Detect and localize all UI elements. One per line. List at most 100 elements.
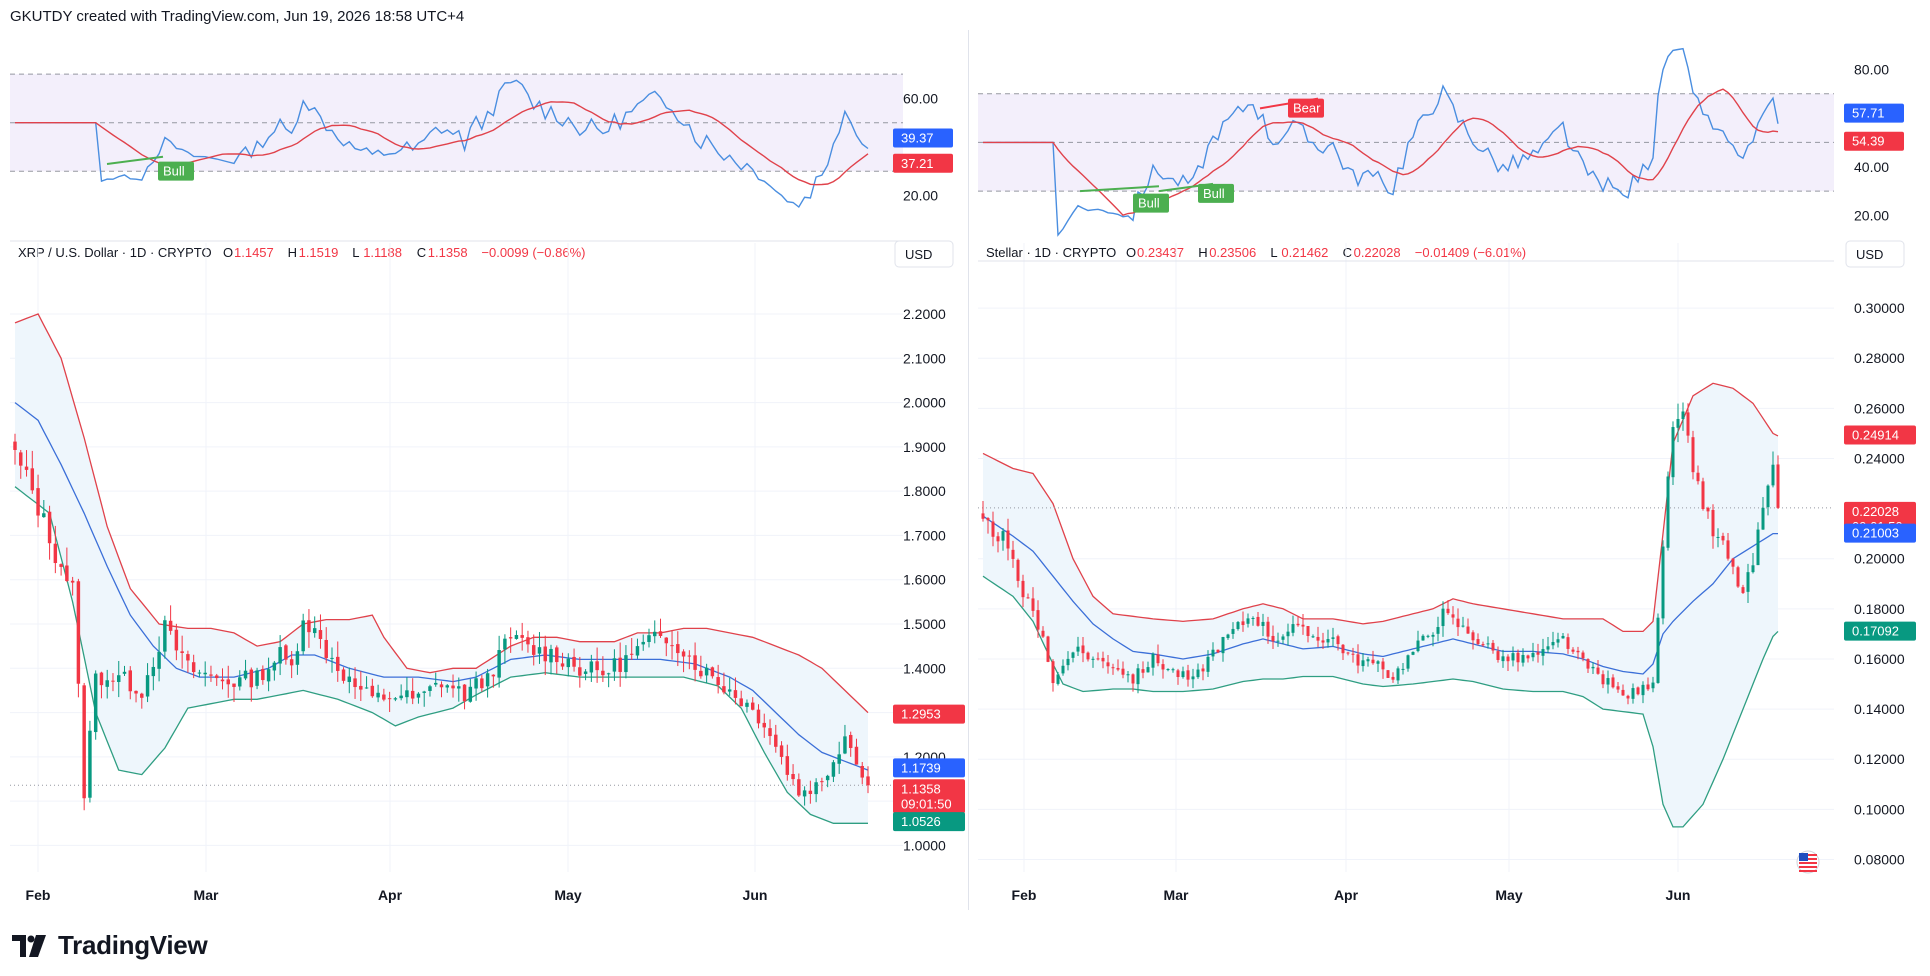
candle-body — [503, 638, 507, 650]
candle-body — [1596, 667, 1600, 674]
candle-body — [1616, 686, 1620, 690]
candle — [797, 773, 801, 797]
candle — [1161, 659, 1165, 679]
bollinger-upper-line — [982, 382, 1779, 633]
candle — [1686, 403, 1690, 443]
candle-body — [1711, 509, 1715, 537]
candle — [330, 647, 334, 673]
candle-body — [1261, 621, 1265, 626]
candle — [318, 614, 323, 649]
candle — [1076, 636, 1080, 656]
candle — [174, 623, 179, 661]
candle-body — [42, 513, 46, 518]
candle-body — [445, 685, 449, 688]
candle-body — [364, 687, 369, 689]
candle-body — [1761, 507, 1765, 530]
candle — [670, 630, 674, 660]
candle — [733, 677, 738, 705]
rsi-ma-line — [15, 101, 869, 186]
candle — [1406, 654, 1410, 672]
candle-body — [543, 646, 547, 662]
candle-body — [745, 702, 749, 707]
candle-body — [1246, 618, 1250, 624]
candle — [774, 724, 778, 753]
candle-body — [1436, 627, 1440, 634]
candle-body — [1571, 649, 1575, 652]
candle-body — [1406, 655, 1410, 669]
candle-body — [203, 672, 207, 675]
candle-body — [1106, 662, 1110, 667]
candle — [653, 620, 657, 644]
candle — [996, 532, 1000, 553]
candle — [1386, 670, 1390, 678]
candle — [232, 683, 236, 702]
candle-body — [1541, 649, 1545, 656]
xlm-chart-canvas[interactable]: 80.00 40.00 20.00 57.71 54.39 Bear Bull Bull Ste… — [978, 30, 1930, 910]
candle-body — [249, 669, 254, 688]
candle-body — [491, 674, 496, 677]
candle-body — [996, 536, 1000, 542]
price-badge-basis — [1844, 523, 1916, 543]
candle — [1151, 652, 1155, 676]
us-flag-stripe — [1799, 866, 1817, 868]
candle-body — [825, 775, 830, 781]
us-flag-stripe — [1799, 870, 1817, 872]
candle — [105, 669, 109, 699]
month-label: Feb — [1012, 887, 1037, 903]
candle-body — [59, 564, 63, 567]
month-label: May — [1495, 887, 1522, 903]
candle-body — [699, 670, 703, 677]
candle — [745, 699, 749, 713]
candle — [439, 681, 444, 698]
candle — [1696, 465, 1700, 485]
candle — [699, 655, 703, 679]
candle-body — [1091, 658, 1095, 660]
candle-body — [134, 690, 138, 694]
candle — [1566, 633, 1570, 654]
candle-body — [624, 655, 628, 673]
candle-body — [1006, 530, 1010, 549]
candle-body — [1371, 659, 1375, 664]
candle — [860, 761, 864, 785]
rsi-tick-label: 60.00 — [903, 90, 938, 106]
candle — [820, 777, 824, 792]
candle — [266, 657, 271, 692]
candle-body — [238, 677, 242, 687]
candle — [1591, 662, 1595, 675]
candle — [1251, 616, 1255, 626]
candle — [428, 684, 432, 697]
xrp-chart-pane[interactable]: 60.00 20.00 39.37 37.21 Bull XRP / U.S. Dolla… — [10, 30, 965, 910]
tradingview-logo[interactable]: TradingView — [12, 930, 208, 961]
candle-body — [434, 682, 438, 685]
candle — [503, 634, 507, 664]
candle — [1156, 644, 1160, 667]
price-tick-label: 0.08000 — [1854, 851, 1905, 867]
candle — [1131, 673, 1135, 692]
candle — [1761, 497, 1765, 530]
price-tick-label: 0.14000 — [1854, 701, 1905, 717]
candle — [1296, 616, 1300, 627]
candle-body — [1566, 637, 1570, 649]
candle-body — [1266, 621, 1270, 637]
candle — [197, 669, 202, 678]
candle-body — [1681, 411, 1685, 420]
candle — [180, 635, 184, 669]
candle — [1096, 652, 1100, 661]
candle — [1466, 618, 1470, 634]
candle — [635, 638, 640, 659]
candle — [226, 665, 230, 698]
candle-body — [1691, 437, 1695, 473]
candle — [1396, 666, 1400, 685]
candle — [779, 741, 784, 765]
xlm-chart-pane[interactable]: 80.00 40.00 20.00 57.71 54.39 Bear Bull Bull Ste… — [978, 30, 1930, 910]
candle — [445, 684, 449, 693]
candle-body — [814, 782, 818, 795]
signal-badge-bear — [1288, 98, 1324, 118]
ohlc-label: C — [417, 245, 426, 260]
candle — [555, 645, 559, 674]
candle — [1391, 672, 1395, 683]
candle — [1656, 613, 1660, 684]
chart-title: XRP / U.S. Dollar · 1D · CRYPTO — [18, 245, 212, 260]
xrp-chart-canvas[interactable]: 60.00 20.00 39.37 37.21 Bull XRP / U.S. Dolla… — [10, 30, 965, 910]
candle-body — [1021, 580, 1025, 598]
